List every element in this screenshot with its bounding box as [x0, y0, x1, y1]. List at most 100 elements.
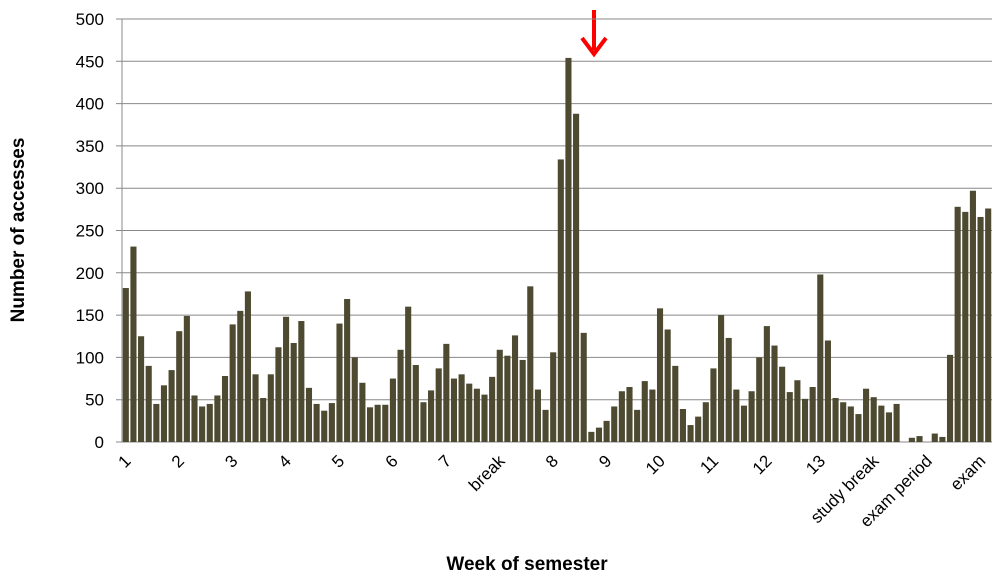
y-tick-label: 0	[95, 433, 104, 452]
bar	[252, 374, 259, 442]
x-axis-title: Week of semester	[446, 554, 608, 575]
x-tick-label: 11	[696, 451, 722, 477]
x-tick-label: 8	[542, 451, 562, 471]
bar	[466, 383, 473, 442]
bar	[687, 425, 694, 442]
x-tick-label: 4	[275, 451, 295, 471]
bar	[664, 329, 671, 442]
bar	[649, 389, 656, 442]
bar	[954, 206, 961, 442]
bar	[298, 321, 305, 442]
x-tick-label: 7	[435, 451, 455, 471]
bar	[824, 340, 831, 442]
bar	[382, 404, 389, 442]
bar	[656, 308, 664, 442]
bar	[855, 414, 862, 442]
bar	[260, 398, 267, 442]
bar	[504, 355, 511, 442]
x-tick-label: 12	[749, 451, 776, 478]
bar	[359, 382, 366, 442]
bar	[275, 347, 282, 442]
bar	[366, 407, 374, 442]
bar	[336, 323, 343, 442]
bar	[435, 368, 442, 442]
bar	[138, 336, 145, 442]
bar	[946, 354, 954, 442]
y-axis-title: Number of accesses	[8, 138, 29, 323]
y-tick-label: 500	[76, 10, 104, 29]
bar	[763, 326, 770, 442]
x-tick-label: break	[465, 451, 509, 495]
bar	[229, 324, 236, 442]
bar	[847, 406, 854, 442]
bar	[626, 387, 633, 442]
bar	[283, 316, 290, 442]
bar	[527, 286, 534, 442]
bar	[893, 403, 900, 442]
bar	[557, 159, 564, 442]
bar	[725, 337, 732, 442]
bar	[122, 288, 129, 442]
bar	[908, 437, 915, 442]
bar	[374, 404, 381, 442]
bar	[634, 409, 641, 442]
y-tick-label: 350	[76, 137, 104, 156]
bar	[740, 405, 748, 442]
x-tick-label: 13	[802, 451, 829, 478]
bar	[176, 331, 183, 442]
bar	[267, 374, 274, 442]
bar	[313, 403, 320, 442]
bar	[863, 388, 870, 442]
bar	[916, 436, 923, 442]
bar	[489, 376, 496, 442]
bar	[550, 352, 557, 442]
bar	[145, 365, 152, 442]
bar	[580, 332, 587, 442]
bar	[794, 380, 801, 442]
x-tick-label: exam	[947, 451, 990, 494]
x-tick-label: 1	[115, 451, 135, 471]
bar	[458, 374, 465, 442]
bar	[321, 410, 328, 442]
bar	[206, 403, 213, 442]
bar	[832, 398, 839, 442]
bar	[130, 246, 137, 442]
bar	[718, 315, 725, 442]
bar	[710, 368, 717, 442]
bar	[351, 357, 358, 442]
bar	[771, 345, 778, 442]
bar	[733, 389, 740, 442]
x-tick-label: 10	[642, 451, 669, 478]
bar	[542, 409, 549, 442]
x-tick-label: 9	[595, 451, 615, 471]
bar	[969, 190, 976, 442]
bar	[481, 394, 488, 442]
bar	[511, 335, 519, 442]
bar	[756, 357, 763, 442]
bar	[870, 397, 877, 442]
bar	[344, 299, 351, 442]
y-tick-label: 250	[76, 222, 104, 241]
y-tick-label: 100	[76, 348, 104, 367]
bar	[962, 211, 969, 442]
y-tick-label: 200	[76, 264, 104, 283]
bar	[885, 412, 893, 442]
bar	[779, 366, 786, 442]
y-tick-label: 150	[76, 306, 104, 325]
bar	[244, 291, 251, 442]
bar	[534, 389, 541, 442]
bar	[443, 343, 450, 442]
bar	[977, 216, 984, 442]
bar	[748, 391, 755, 442]
bar	[214, 395, 221, 442]
bar	[618, 391, 625, 442]
bar	[450, 378, 458, 442]
y-tick-label: 450	[76, 52, 104, 71]
bar	[420, 402, 427, 442]
bar	[809, 387, 816, 442]
bar	[290, 343, 297, 442]
bar	[473, 388, 480, 442]
bar	[939, 436, 946, 442]
bar	[840, 402, 847, 442]
bar	[428, 390, 435, 442]
